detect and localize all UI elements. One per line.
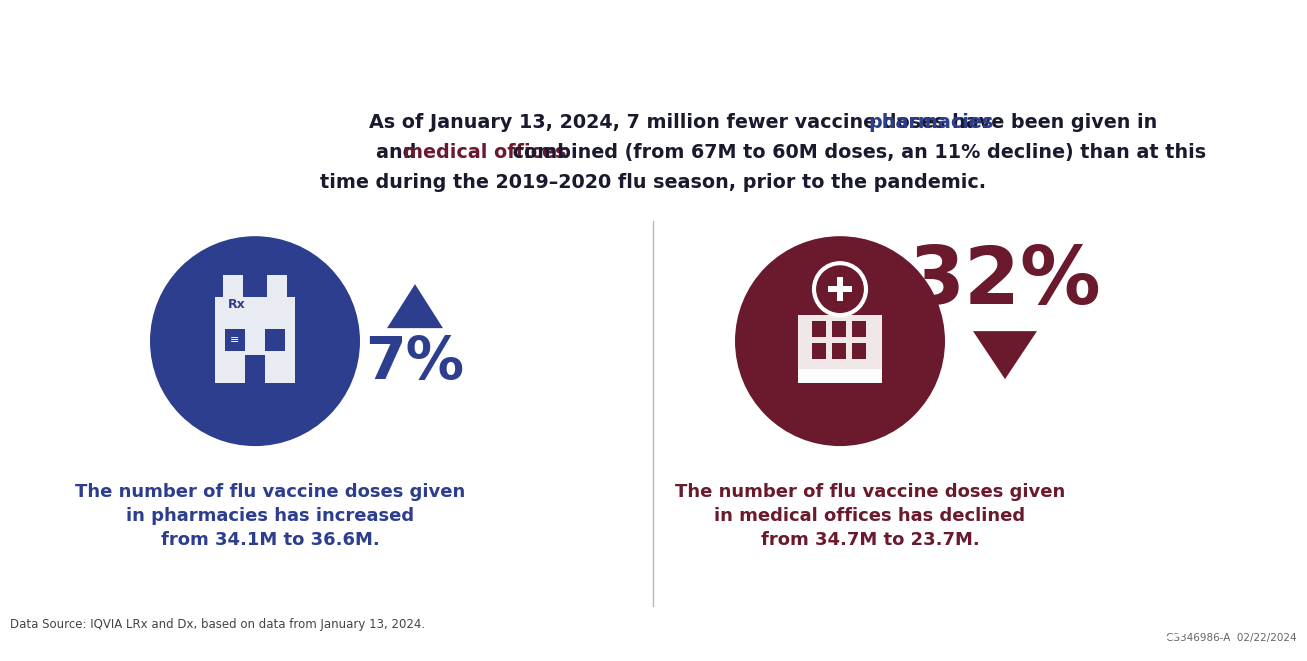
Text: 32%: 32%: [908, 243, 1102, 321]
Text: CDC: CDC: [1188, 596, 1259, 625]
Text: As of January 13, 2024, 7 million fewer vaccine doses have been given in: As of January 13, 2024, 7 million fewer …: [369, 113, 1163, 132]
Text: Data Source: IQVIA LRx and Dx, based on data from January 13, 2024.: Data Source: IQVIA LRx and Dx, based on …: [10, 618, 425, 631]
Text: 7%: 7%: [366, 334, 464, 391]
Bar: [265, 329, 285, 351]
Circle shape: [735, 236, 945, 446]
Polygon shape: [972, 331, 1036, 379]
Circle shape: [1063, 590, 1185, 634]
Bar: [833, 343, 846, 359]
Bar: [852, 343, 867, 359]
Text: pharmacies: pharmacies: [869, 113, 995, 132]
Text: in pharmacies has increased: in pharmacies has increased: [125, 507, 414, 525]
Text: The number of flu vaccine doses given: The number of flu vaccine doses given: [674, 483, 1065, 501]
Bar: [214, 311, 295, 383]
Bar: [836, 277, 843, 301]
Bar: [223, 275, 243, 297]
Text: Flu Vaccine Doses: Flu Vaccine Doses: [37, 38, 332, 66]
Text: Given in Adults 18 Years and Older: Given in Adults 18 Years and Older: [396, 38, 911, 66]
Text: from 34.1M to 36.6M.: from 34.1M to 36.6M.: [161, 531, 379, 549]
Bar: [214, 297, 295, 311]
Text: and: and: [375, 143, 422, 162]
Bar: [812, 321, 826, 337]
Text: time during the 2019–2020 flu season, prior to the pandemic.: time during the 2019–2020 flu season, pr…: [320, 173, 985, 192]
Text: medical offices: medical offices: [403, 143, 566, 162]
Bar: [267, 275, 288, 297]
Text: combined (from 67M to 60M doses, an 11% decline) than at this: combined (from 67M to 60M doses, an 11% …: [506, 143, 1206, 162]
Text: ≡: ≡: [230, 335, 239, 345]
Polygon shape: [387, 284, 443, 328]
Bar: [829, 286, 852, 292]
Text: from 34.7M to 23.7M.: from 34.7M to 23.7M.: [761, 531, 979, 549]
Circle shape: [150, 236, 359, 446]
Text: in medical offices has declined: in medical offices has declined: [715, 507, 1026, 525]
Bar: [244, 355, 265, 383]
Bar: [799, 369, 882, 383]
Bar: [852, 321, 867, 337]
Text: Rx: Rx: [229, 297, 246, 311]
Text: CS346986-A  02/22/2024: CS346986-A 02/22/2024: [1166, 633, 1297, 643]
Bar: [812, 343, 826, 359]
Text: The number of flu vaccine doses given: The number of flu vaccine doses given: [74, 483, 465, 501]
Bar: [799, 315, 882, 383]
Bar: [225, 329, 244, 351]
Bar: [833, 321, 846, 337]
